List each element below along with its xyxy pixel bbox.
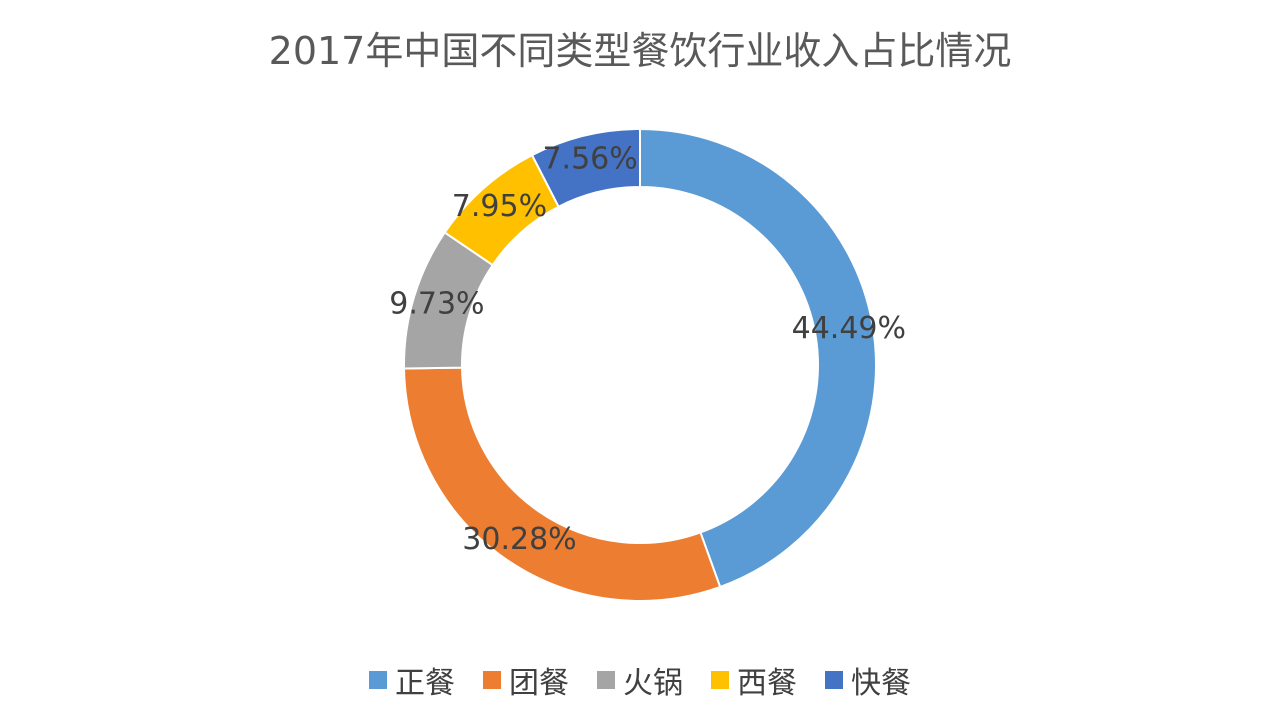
legend-swatch	[825, 671, 843, 689]
legend-label: 西餐	[737, 666, 797, 701]
data-label-5: 7.56%	[542, 141, 637, 176]
chart-legend: 正餐 团餐 火锅 西餐 快餐	[0, 658, 1280, 702]
donut-slice-1	[639, 127, 877, 589]
legend-label: 团餐	[509, 666, 569, 701]
data-label-4: 7.95%	[452, 189, 547, 224]
legend-item-1: 正餐	[369, 658, 455, 702]
legend-label: 火锅	[623, 666, 683, 701]
data-label-2: 30.28%	[462, 522, 576, 557]
legend-item-4: 西餐	[711, 658, 797, 702]
legend-item-3: 火锅	[597, 658, 683, 702]
chart-title: 2017年中国不同类型餐饮行业收入占比情况	[268, 29, 1012, 73]
donut-slice-2	[403, 366, 722, 602]
donut-slice-5	[530, 127, 641, 209]
legend-swatch	[369, 671, 387, 689]
legend-label: 正餐	[395, 666, 455, 701]
legend-swatch	[711, 671, 729, 689]
legend-item-2: 团餐	[483, 658, 569, 702]
legend-item-5: 快餐	[825, 658, 911, 702]
legend-swatch	[597, 671, 615, 689]
data-label-1: 44.49%	[792, 311, 906, 346]
legend-swatch	[483, 671, 501, 689]
legend-label: 快餐	[851, 666, 911, 701]
data-label-3: 9.73%	[389, 287, 484, 322]
